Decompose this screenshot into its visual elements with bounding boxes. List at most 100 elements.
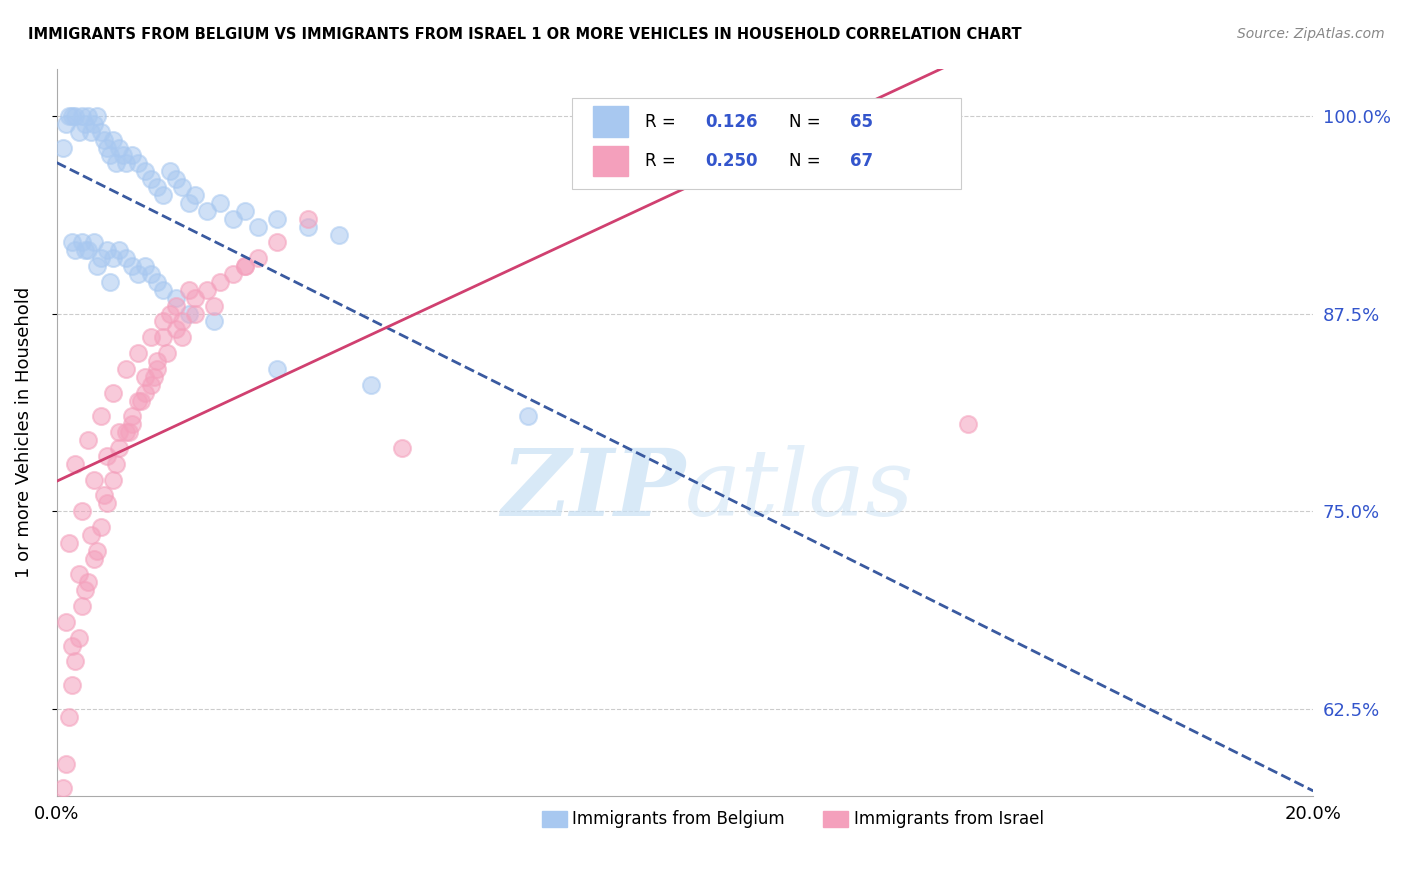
Point: [266, 362, 288, 376]
Point: [80, 528, 103, 542]
Point: [297, 219, 319, 234]
Point: [108, 244, 131, 258]
Point: [221, 267, 243, 281]
Point: [202, 299, 225, 313]
Point: [73, 583, 96, 598]
Point: [98, 275, 121, 289]
Point: [65, 457, 87, 471]
Point: [177, 283, 200, 297]
Text: N =: N =: [789, 152, 827, 169]
Point: [108, 425, 131, 439]
Point: [96, 496, 118, 510]
Text: IMMIGRANTS FROM BELGIUM VS IMMIGRANTS FROM ISRAEL 1 OR MORE VEHICLES IN HOUSEHOL: IMMIGRANTS FROM BELGIUM VS IMMIGRANTS FR…: [28, 27, 1022, 42]
Point: [956, 417, 979, 432]
Point: [134, 369, 156, 384]
Point: [121, 417, 143, 432]
Point: [93, 133, 115, 147]
Point: [208, 275, 231, 289]
FancyBboxPatch shape: [572, 97, 962, 188]
Point: [60, 678, 83, 692]
Point: [108, 140, 131, 154]
Point: [73, 117, 96, 131]
Point: [60, 639, 83, 653]
Point: [67, 125, 90, 139]
Point: [221, 211, 243, 226]
Point: [165, 172, 187, 186]
Point: [131, 393, 153, 408]
Point: [101, 385, 124, 400]
Point: [101, 252, 124, 266]
Point: [266, 235, 288, 250]
Point: [55, 117, 77, 131]
Point: [67, 567, 90, 582]
Text: 65: 65: [849, 112, 873, 130]
Point: [172, 330, 194, 344]
Text: R =: R =: [645, 112, 681, 130]
Point: [127, 346, 149, 360]
Point: [146, 275, 169, 289]
Point: [516, 409, 538, 424]
Point: [105, 457, 128, 471]
Text: 0.250: 0.250: [704, 152, 758, 169]
Point: [184, 291, 207, 305]
Point: [197, 203, 219, 218]
Point: [328, 227, 350, 242]
Point: [58, 109, 80, 123]
Point: [80, 125, 103, 139]
Point: [139, 172, 162, 186]
Point: [297, 211, 319, 226]
Text: Immigrants from Belgium: Immigrants from Belgium: [572, 810, 785, 828]
Point: [152, 188, 174, 202]
Point: [139, 377, 162, 392]
Text: Source: ZipAtlas.com: Source: ZipAtlas.com: [1237, 27, 1385, 41]
Point: [114, 362, 136, 376]
Point: [77, 244, 100, 258]
Point: [165, 291, 187, 305]
Point: [70, 504, 93, 518]
Point: [65, 109, 87, 123]
Point: [155, 346, 177, 360]
Point: [165, 322, 187, 336]
Point: [121, 148, 143, 162]
Text: R =: R =: [645, 152, 681, 169]
Point: [60, 109, 83, 123]
Point: [146, 354, 169, 368]
Point: [70, 599, 93, 613]
Point: [58, 536, 80, 550]
Point: [83, 117, 105, 131]
Point: [233, 259, 256, 273]
Point: [90, 409, 112, 424]
Point: [67, 631, 90, 645]
Point: [83, 473, 105, 487]
Point: [65, 244, 87, 258]
Point: [55, 615, 77, 629]
Point: [111, 148, 134, 162]
Point: [114, 425, 136, 439]
Point: [246, 252, 269, 266]
Point: [139, 330, 162, 344]
Point: [146, 180, 169, 194]
Point: [134, 385, 156, 400]
Text: Immigrants from Israel: Immigrants from Israel: [853, 810, 1043, 828]
Point: [114, 252, 136, 266]
Y-axis label: 1 or more Vehicles in Household: 1 or more Vehicles in Household: [15, 286, 32, 578]
Point: [93, 488, 115, 502]
Point: [73, 244, 96, 258]
Point: [134, 164, 156, 178]
Bar: [593, 106, 628, 136]
Point: [70, 235, 93, 250]
Point: [177, 195, 200, 210]
Point: [127, 156, 149, 170]
Point: [52, 780, 75, 795]
Point: [90, 520, 112, 534]
Point: [184, 307, 207, 321]
Point: [55, 757, 77, 772]
Point: [65, 654, 87, 668]
Point: [101, 473, 124, 487]
Point: [96, 140, 118, 154]
Point: [86, 259, 108, 273]
Point: [96, 244, 118, 258]
Point: [127, 267, 149, 281]
Point: [86, 109, 108, 123]
Point: [152, 330, 174, 344]
